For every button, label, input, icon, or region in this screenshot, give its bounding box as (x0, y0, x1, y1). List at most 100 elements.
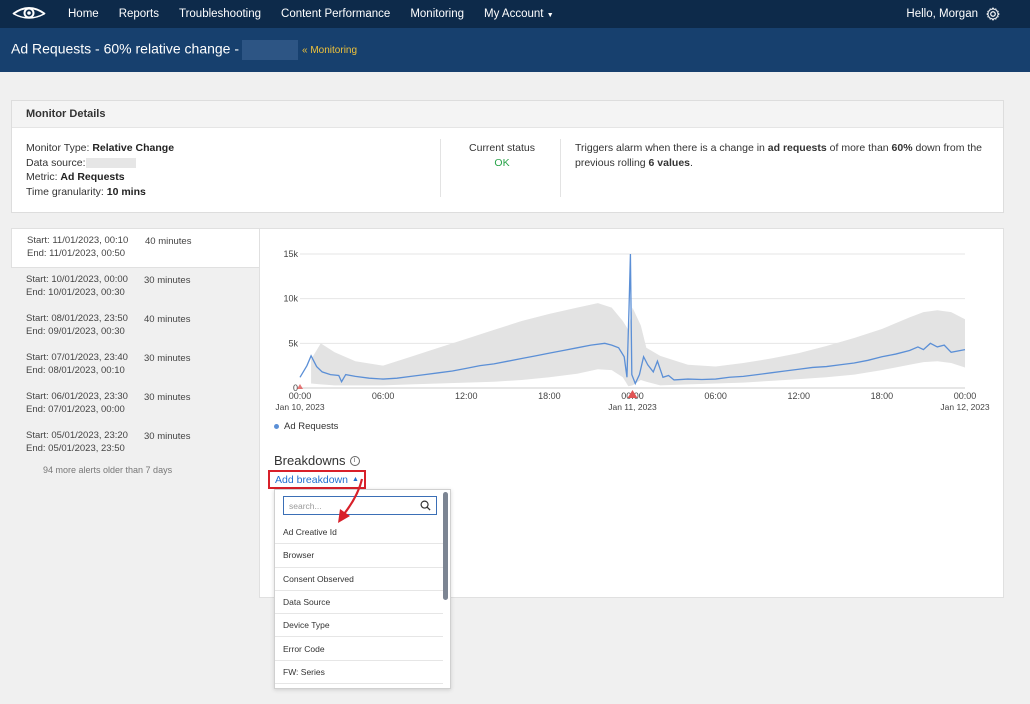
alert-duration: 40 minutes (145, 236, 192, 247)
data-source-label: Data source: (26, 156, 86, 169)
search-placeholder: search... (289, 500, 322, 511)
data-source-row: Data source: (26, 156, 174, 171)
divider (560, 139, 561, 197)
status-value: OK (494, 156, 510, 169)
alert-duration: 40 minutes (144, 314, 191, 325)
annotation-arrow-icon (338, 478, 364, 523)
eye-logo-icon[interactable] (10, 4, 48, 24)
alert-start: Start: 06/01/2023, 23:30 (26, 391, 128, 402)
redacted-block (85, 157, 136, 168)
breakdown-option[interactable]: Browser (275, 544, 443, 568)
user-greeting[interactable]: Hello, Morgan (906, 8, 978, 20)
breakdown-option[interactable]: Data Source (275, 591, 443, 615)
more-alerts-text[interactable]: 94 more alerts older than 7 days (43, 465, 173, 475)
alert-item[interactable]: Start: 07/01/2023, 23:40 End: 08/01/2023… (11, 346, 259, 385)
trigger-metric: ad requests (767, 142, 827, 154)
monitor-type-label: Monitor Type: (26, 142, 90, 154)
y-tick-label: 5k (288, 338, 298, 348)
breakdown-option[interactable]: Error Code (275, 637, 443, 661)
trigger-mid2: down from the previous rolling (575, 142, 983, 169)
granularity-row: Time granularity: 10 mins (26, 185, 174, 200)
alert-end: End: 09/01/2023, 00:30 (26, 325, 125, 337)
monitor-details-info: Monitor Type: Relative Change Data sourc… (26, 141, 174, 199)
breakdown-search-input[interactable]: search... (283, 496, 437, 515)
nav-content-performance[interactable]: Content Performance (281, 8, 391, 20)
page-title-text: Ad Requests - 60% relative change - (11, 40, 240, 57)
add-breakdown-button[interactable]: Add breakdown ▲ (268, 470, 366, 489)
alert-end: End: 11/01/2023, 00:50 (27, 247, 126, 259)
x-tick-label: 00:00 (954, 391, 977, 401)
alarm-marker-icon (297, 384, 303, 389)
trigger-end: . (690, 156, 693, 169)
top-nav: Home Reports Troubleshooting Content Per… (0, 0, 1030, 28)
current-status: Current status OK (442, 141, 562, 170)
add-breakdown-label: Add breakdown (275, 473, 348, 486)
breakdown-option[interactable]: Consent Observed (275, 568, 443, 591)
legend-dot-icon (274, 424, 279, 429)
nav-my-account-label: My Account (484, 8, 544, 20)
x-date-label: Jan 11, 2023 (608, 402, 657, 412)
alert-start: Start: 10/01/2023, 00:00 (26, 274, 128, 285)
dropdown-scrollbar[interactable] (443, 492, 448, 600)
alert-end: End: 08/01/2023, 00:10 (26, 364, 125, 376)
alarm-marker-icon (627, 390, 638, 398)
trigger-values: 6 values (648, 156, 690, 169)
x-tick-label: 18:00 (538, 391, 561, 401)
y-tick-label: 15k (283, 249, 298, 259)
breakdown-options: Ad Creative Id Browser Consent Observed … (275, 521, 443, 685)
y-tick-label: 10k (283, 294, 298, 304)
alert-item[interactable]: Start: 11/01/2023, 00:10 End: 11/01/2023… (11, 228, 259, 268)
alert-duration: 30 minutes (144, 275, 191, 286)
trigger-description: Triggers alarm when there is a change in… (575, 141, 990, 170)
alert-start: Start: 11/01/2023, 00:10 (27, 235, 129, 246)
status-label: Current status (469, 142, 535, 154)
alert-item[interactable]: Start: 08/01/2023, 23:50 End: 09/01/2023… (11, 307, 259, 346)
breakdowns-heading: Breakdowns i (274, 453, 360, 468)
alert-item[interactable]: Start: 06/01/2023, 23:30 End: 07/01/2023… (11, 385, 259, 424)
monitor-type-value: Relative Change (92, 142, 175, 154)
monitor-details-heading: Monitor Details (12, 101, 1003, 128)
alert-start: Start: 05/01/2023, 23:20 (26, 430, 128, 441)
x-tick-label: 06:00 (372, 391, 395, 401)
page-header: Ad Requests - 60% relative change - « Mo… (0, 28, 1030, 72)
alert-start: Start: 08/01/2023, 23:50 (26, 313, 128, 324)
ad-requests-line (299, 253, 966, 386)
trigger-mid: of more than (829, 142, 889, 154)
nav-reports[interactable]: Reports (118, 8, 159, 20)
x-date-label: Jan 12, 2023 (940, 402, 989, 412)
breakdown-option[interactable]: FW: Series (275, 661, 443, 685)
alert-item[interactable]: Start: 05/01/2023, 23:20 End: 05/01/2023… (11, 424, 259, 463)
chart-legend[interactable]: Ad Requests (274, 421, 338, 432)
monitor-details-card: Monitor Details Monitor Type: Relative C… (11, 100, 1004, 213)
y-tick-label: 0 (293, 383, 298, 393)
info-icon[interactable]: i (349, 455, 360, 466)
alert-item[interactable]: Start: 10/01/2023, 00:00 End: 10/01/2023… (11, 268, 259, 307)
x-tick-label: 06:00 (704, 391, 727, 401)
alert-start: Start: 07/01/2023, 23:40 (26, 352, 128, 363)
nav-monitoring[interactable]: Monitoring (410, 8, 465, 20)
nav-my-account[interactable]: My Account ▼ (484, 8, 554, 20)
alerts-list: Start: 11/01/2023, 00:10 End: 11/01/2023… (11, 228, 259, 488)
trigger-percent: 60% (891, 142, 913, 154)
breakdown-option[interactable]: Ad Creative Id (275, 521, 443, 545)
expected-range-band (311, 303, 965, 387)
x-tick-label: 12:00 (455, 391, 478, 401)
metric-label: Metric: (26, 171, 58, 183)
nav-home[interactable]: Home (68, 8, 99, 20)
breakdown-option[interactable]: Device Type (275, 614, 443, 638)
alert-end: End: 10/01/2023, 00:30 (26, 286, 125, 298)
monitor-type-row: Monitor Type: Relative Change (26, 141, 174, 156)
nav-troubleshooting[interactable]: Troubleshooting (178, 8, 262, 20)
caret-up-icon: ▲ (351, 476, 359, 483)
redacted-block (242, 40, 299, 60)
granularity-label: Time granularity: (26, 185, 104, 198)
monitoring-back-link[interactable]: « Monitoring (302, 44, 358, 56)
gear-icon[interactable] (986, 7, 1000, 21)
alert-duration: 30 minutes (144, 392, 191, 403)
x-tick-label: 12:00 (787, 391, 810, 401)
breakdown-dropdown: search... Ad Creative Id Browser Consent… (274, 489, 451, 689)
x-tick-label: 18:00 (871, 391, 894, 401)
search-icon (420, 500, 431, 511)
legend-label: Ad Requests (284, 421, 339, 432)
